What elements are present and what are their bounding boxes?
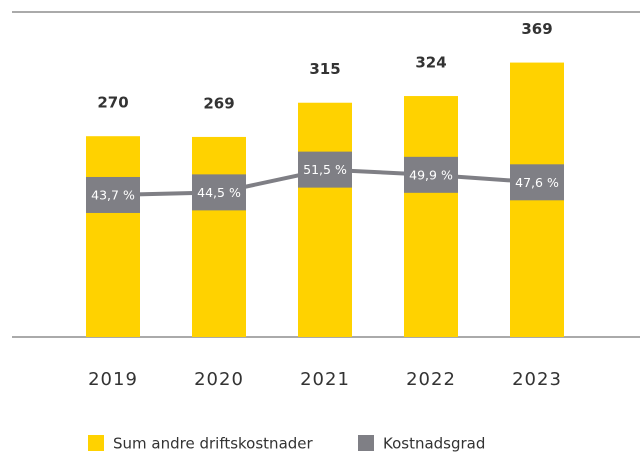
x-tick-label: 2022 <box>406 369 456 390</box>
bar-value-label: 315 <box>309 60 340 78</box>
label-box <box>404 156 458 193</box>
x-tick-label: 2023 <box>512 369 562 390</box>
bar-value-label: 324 <box>415 54 446 72</box>
legend-label: Kostnadsgrad <box>383 435 485 452</box>
legend-label: Sum andre driftskostnader <box>113 435 314 452</box>
label-box <box>298 151 352 188</box>
line-value-label: 47,6 % <box>515 175 559 190</box>
bar-value-label: 269 <box>203 94 234 112</box>
bar <box>192 136 246 337</box>
label-box <box>510 164 564 201</box>
line-value-label: 44,5 % <box>197 185 241 200</box>
label-box <box>86 176 140 213</box>
line-value-label: 43,7 % <box>91 187 135 202</box>
bar <box>86 136 140 337</box>
line-value-label: 51,5 % <box>303 162 347 177</box>
bar <box>298 102 352 337</box>
label-box <box>192 174 246 211</box>
x-tick-label: 2021 <box>300 369 350 390</box>
x-tick-label: 2020 <box>194 369 244 390</box>
bar <box>404 96 458 337</box>
x-tick-label: 2019 <box>88 369 138 390</box>
legend-swatch <box>358 435 374 451</box>
legend-swatch <box>88 435 104 451</box>
bar-value-label: 270 <box>97 94 128 112</box>
bar-value-label: 369 <box>521 20 552 38</box>
line-value-label: 49,9 % <box>409 167 453 182</box>
